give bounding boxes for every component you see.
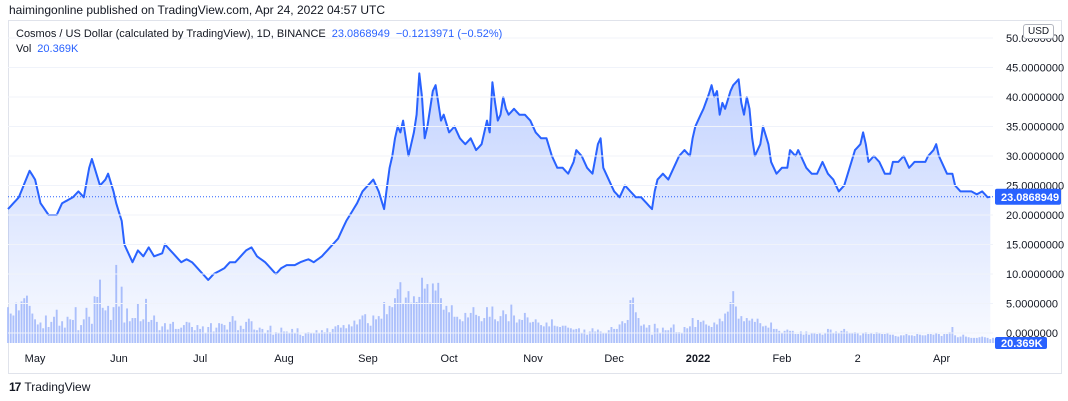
x-tick-label: Apr (933, 353, 950, 365)
y-tick-label: 45.0000000 (1006, 63, 1064, 75)
currency-button[interactable]: USD (1023, 24, 1055, 39)
x-tick-label: Sep (358, 353, 378, 365)
price-line (7, 72, 991, 281)
y-tick-label: 20.0000000 (1006, 210, 1064, 222)
x-tick-label: Oct (441, 353, 458, 365)
legend: Cosmos / US Dollar (calculated by Tradin… (16, 27, 502, 57)
last-price-tag (995, 188, 1061, 205)
published-line: haimingonline published on TradingView.c… (9, 3, 386, 17)
y-tick-label: 30.0000000 (1006, 151, 1064, 163)
footer: 17 TradingView (9, 380, 90, 394)
axis-tags: 23.0868949 20.369K (995, 188, 1061, 350)
volume-value: 20.369K (37, 43, 79, 55)
y-axis[interactable]: 50.000000045.000000040.000000035.0000000… (8, 33, 1064, 340)
volume-bar (992, 337, 994, 343)
price-area-fill (8, 73, 991, 344)
x-tick-label: Dec (604, 353, 624, 365)
y-tick-label: 10.0000000 (1006, 269, 1064, 281)
x-tick-label: Jun (110, 353, 128, 365)
legend-last-price: 23.0868949 (331, 28, 390, 40)
x-tick-label: May (25, 353, 46, 365)
y-tick-label: 35.0000000 (1006, 122, 1064, 134)
x-axis[interactable]: May Jun Jul Aug Sep Oct Nov Dec 2022 Feb 2 Apr (25, 353, 951, 365)
y-tick-label: 15.0000000 (1006, 240, 1064, 252)
x-tick-label: Jul (193, 353, 207, 365)
x-tick-label: 2022 (686, 353, 710, 365)
volume-tag-label: 20.369K (1001, 338, 1043, 350)
x-tick-label: Feb (772, 353, 791, 365)
tradingview-logo-icon: 17 (9, 380, 21, 394)
x-tick-label: Aug (274, 353, 294, 365)
x-tick-label: Nov (523, 353, 543, 365)
y-tick-label: 5.0000000 (1006, 299, 1058, 311)
y-tick-label: 40.0000000 (1006, 92, 1064, 104)
legend-change: −0.1213971 (−0.52%) (395, 28, 503, 40)
x-tick-label: 2 (855, 353, 861, 365)
symbol-title: Cosmos / US Dollar (calculated by Tradin… (16, 28, 326, 40)
brand-name: TradingView (24, 380, 91, 394)
volume-label: Vol (16, 43, 32, 55)
volume-tag (995, 337, 1047, 349)
last-price-tag-label: 23.0868949 (1001, 192, 1059, 204)
